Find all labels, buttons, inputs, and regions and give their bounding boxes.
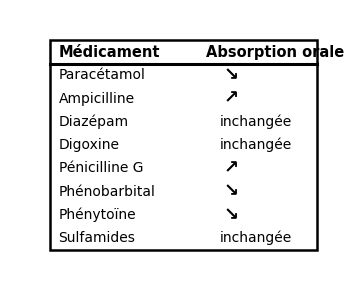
Text: ↗: ↗ <box>223 159 238 177</box>
Text: inchangée: inchangée <box>219 115 292 129</box>
Text: ↗: ↗ <box>223 90 238 108</box>
Text: Digoxine: Digoxine <box>59 138 120 152</box>
Text: Phénytoïne: Phénytoïne <box>59 207 136 222</box>
Text: ↘: ↘ <box>223 183 238 201</box>
Text: Sulfamides: Sulfamides <box>59 231 135 245</box>
Text: Phénobarbital: Phénobarbital <box>59 185 155 199</box>
Text: Pénicilline G: Pénicilline G <box>59 161 143 175</box>
Text: Ampicilline: Ampicilline <box>59 92 135 106</box>
Text: ↘: ↘ <box>223 66 238 84</box>
Text: Absorption orale: Absorption orale <box>205 45 344 60</box>
Text: Diazépam: Diazépam <box>59 115 129 129</box>
Text: Médicament: Médicament <box>59 45 160 60</box>
Text: inchangée: inchangée <box>219 138 292 152</box>
Text: ↘: ↘ <box>223 206 238 224</box>
Text: Paracétamol: Paracétamol <box>59 68 145 82</box>
Text: inchangée: inchangée <box>219 231 292 245</box>
